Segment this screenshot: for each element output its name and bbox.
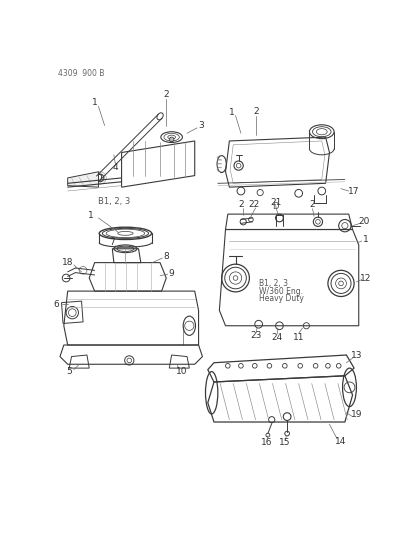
Text: 16: 16 — [260, 438, 272, 447]
Text: 21: 21 — [269, 198, 281, 207]
Text: D: D — [271, 202, 278, 211]
Text: 2: 2 — [238, 200, 243, 209]
Text: 2: 2 — [309, 200, 315, 209]
Text: 22: 22 — [248, 200, 259, 209]
Text: 9: 9 — [169, 269, 174, 278]
Text: 3: 3 — [198, 121, 203, 130]
Text: B1, 2, 3: B1, 2, 3 — [98, 197, 130, 206]
Text: 6: 6 — [53, 300, 59, 309]
Text: 8: 8 — [163, 252, 169, 261]
Text: 18: 18 — [62, 258, 73, 267]
Text: 4: 4 — [112, 164, 118, 172]
Text: 7: 7 — [109, 238, 115, 247]
Text: 14: 14 — [335, 437, 346, 446]
Text: 1: 1 — [362, 235, 368, 244]
Polygon shape — [67, 172, 98, 187]
Text: 19: 19 — [350, 410, 361, 419]
Text: 2: 2 — [163, 90, 169, 99]
Text: 2: 2 — [253, 107, 258, 116]
Text: 1: 1 — [92, 98, 97, 107]
Text: 10: 10 — [175, 367, 187, 376]
Text: 15: 15 — [279, 438, 290, 447]
Text: 23: 23 — [250, 332, 261, 340]
Text: 17: 17 — [348, 187, 359, 196]
Text: 13: 13 — [350, 351, 361, 360]
Text: B1, 2, 3: B1, 2, 3 — [258, 279, 287, 288]
Text: 24: 24 — [271, 333, 282, 342]
Text: 5: 5 — [66, 367, 72, 376]
Text: 1: 1 — [88, 211, 93, 220]
Text: W/360 Eng.: W/360 Eng. — [258, 287, 302, 296]
Text: Heavy Duty: Heavy Duty — [258, 294, 303, 303]
Text: 11: 11 — [292, 333, 303, 342]
Text: 20: 20 — [357, 217, 369, 227]
Text: 1: 1 — [228, 108, 234, 117]
Text: 4309  900 B: 4309 900 B — [58, 69, 105, 78]
Text: 12: 12 — [359, 273, 371, 282]
